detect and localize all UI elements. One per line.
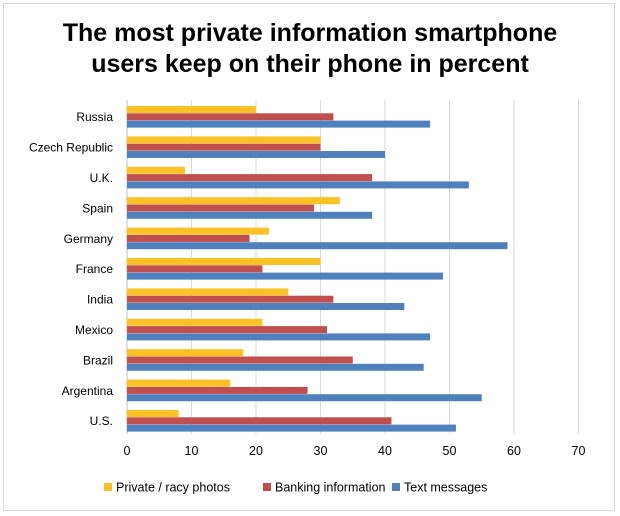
bar — [127, 234, 250, 242]
bar — [127, 265, 263, 273]
bar — [127, 356, 353, 364]
bar — [127, 349, 244, 357]
bar — [127, 424, 456, 432]
bar — [127, 204, 315, 212]
bar — [127, 181, 469, 189]
bar — [127, 272, 444, 280]
x-tick-label: 0 — [124, 444, 131, 458]
bar — [127, 318, 263, 326]
bar — [127, 143, 321, 151]
category-label: Mexico — [75, 323, 113, 337]
bar — [127, 394, 482, 402]
bar — [127, 136, 321, 144]
bar — [127, 174, 373, 182]
bar — [127, 258, 321, 265]
bar — [127, 197, 340, 205]
category-labels: Russia Czech Republic U.K. Spain Germany Fran… — [29, 110, 113, 428]
x-tick-label: 70 — [572, 444, 586, 458]
legend-swatch — [263, 483, 271, 491]
bar — [127, 242, 508, 250]
bar — [127, 417, 392, 425]
legend: Private / racy photos Banking information… — [104, 481, 487, 495]
category-label: Czech Republic — [29, 141, 113, 155]
chart-title: The most private information smartphone … — [0, 18, 620, 80]
category-label: U.K. — [90, 171, 113, 185]
bar — [127, 211, 373, 219]
bar — [127, 363, 424, 371]
category-label: Germany — [64, 232, 113, 246]
category-label: Spain — [82, 201, 113, 215]
bar — [127, 333, 431, 341]
category-label: India — [87, 293, 113, 307]
bar — [127, 166, 186, 174]
legend-label: Text messages — [404, 481, 487, 495]
bar — [127, 386, 308, 394]
x-tick-label: 30 — [314, 444, 328, 458]
bar — [127, 326, 327, 334]
bar — [127, 410, 179, 417]
bar — [127, 106, 256, 113]
category-label: France — [76, 262, 114, 276]
bar — [127, 113, 334, 121]
bar — [127, 288, 289, 296]
x-tick-label: 10 — [185, 444, 199, 458]
legend-label: Banking information — [275, 481, 386, 495]
x-tick-label: 60 — [507, 444, 521, 458]
bar — [127, 303, 405, 310]
x-tick-labels: 0 10 20 30 40 50 60 70 — [124, 444, 586, 458]
category-label: Russia — [76, 110, 113, 124]
bar — [127, 151, 385, 158]
chart-title-line-1: The most private information smartphone — [62, 19, 558, 47]
legend-label: Private / racy photos — [116, 481, 230, 495]
bar — [127, 295, 334, 303]
bar — [127, 120, 431, 128]
bar — [127, 379, 231, 387]
category-label: Argentina — [62, 384, 114, 398]
legend-swatch — [392, 483, 400, 491]
bars — [127, 106, 508, 432]
x-tick-label: 50 — [443, 444, 457, 458]
category-label: Brazil — [83, 353, 113, 367]
bar — [127, 227, 269, 235]
category-label: U.S. — [90, 414, 113, 428]
legend-swatch — [104, 483, 112, 491]
x-tick-label: 40 — [378, 444, 392, 458]
chart-title-line-2: users keep on their phone in percent — [91, 50, 529, 78]
x-tick-label: 20 — [249, 444, 263, 458]
